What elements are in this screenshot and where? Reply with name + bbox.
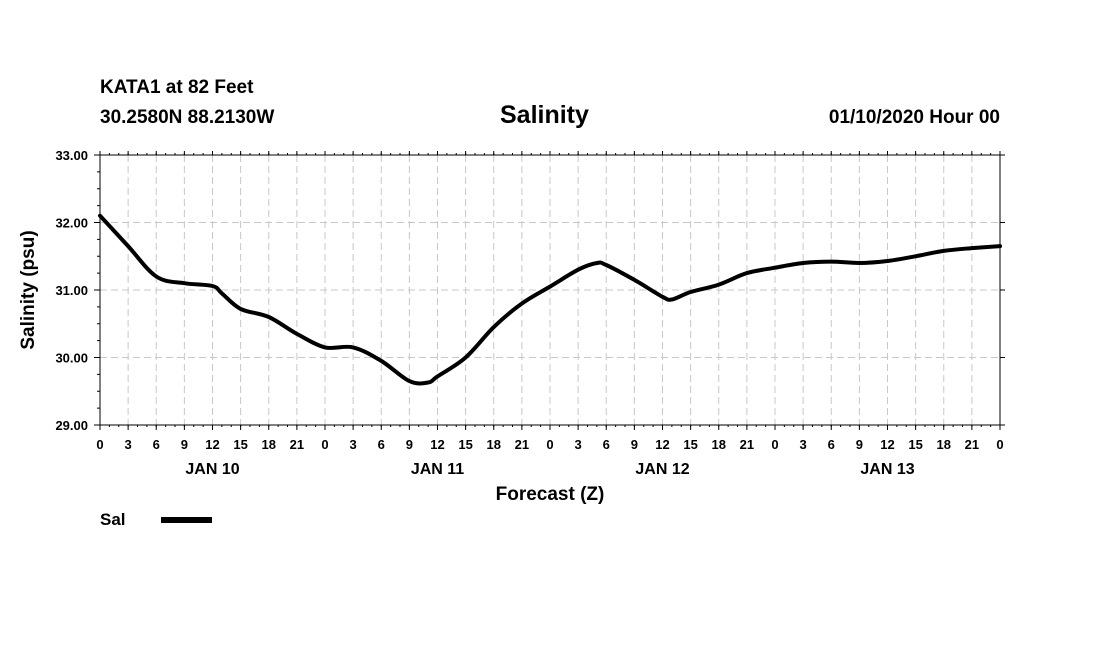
axis-ticks — [94, 151, 1005, 430]
grid-lines — [100, 155, 1000, 425]
chart-title: Salinity — [500, 101, 589, 129]
x-tick-label: 18 — [937, 437, 951, 452]
y-tick-label: 31.00 — [55, 283, 88, 298]
x-tick-label: 15 — [458, 437, 472, 452]
x-tick-label: 15 — [683, 437, 697, 452]
x-tick-label: 9 — [406, 437, 413, 452]
x-tick-label: 0 — [96, 437, 103, 452]
x-tick-label: 3 — [800, 437, 807, 452]
x-tick-label: 6 — [378, 437, 385, 452]
y-tick-label: 32.00 — [55, 216, 88, 231]
y-tick-labels: 29.00 30.00 31.00 32.00 33.00 — [55, 148, 88, 433]
forecast-timestamp: 01/10/2020 Hour 00 — [828, 107, 1000, 128]
x-tick-label: 6 — [828, 437, 835, 452]
x-tick-label: 21 — [290, 437, 304, 452]
x-tick-label: 9 — [856, 437, 863, 452]
x-tick-label: 3 — [350, 437, 357, 452]
x-tick-label: 0 — [546, 437, 553, 452]
day-labels: JAN 10 JAN 11 JAN 12 JAN 13 — [185, 461, 914, 478]
y-tick-label: 30.00 — [55, 351, 88, 366]
day-label: JAN 11 — [411, 461, 464, 478]
station-coordinates: 30.2580N 88.2130W — [100, 107, 275, 128]
y-tick-label: 29.00 — [55, 418, 88, 433]
y-tick-label: 33.00 — [55, 148, 88, 163]
y-axis-label: Salinity (psu) — [18, 230, 39, 349]
x-axis-label: Forecast (Z) — [496, 484, 605, 505]
x-tick-label: 15 — [233, 437, 247, 452]
x-tick-label: 0 — [996, 437, 1003, 452]
x-tick-label: 12 — [205, 437, 219, 452]
x-tick-label: 15 — [908, 437, 922, 452]
x-tick-label: 6 — [153, 437, 160, 452]
x-tick-label: 0 — [321, 437, 328, 452]
x-tick-label: 12 — [430, 437, 444, 452]
x-tick-label: 18 — [262, 437, 276, 452]
station-name: KATA1 at 82 Feet — [100, 77, 254, 98]
x-tick-label: 12 — [655, 437, 669, 452]
x-tick-label: 9 — [631, 437, 638, 452]
x-tick-label: 0 — [771, 437, 778, 452]
x-tick-label: 3 — [125, 437, 132, 452]
day-label: JAN 10 — [185, 461, 239, 478]
x-tick-label: 21 — [965, 437, 979, 452]
x-tick-label: 18 — [712, 437, 726, 452]
x-tick-label: 18 — [487, 437, 501, 452]
x-tick-label: 21 — [740, 437, 754, 452]
x-tick-label: 6 — [603, 437, 610, 452]
day-label: JAN 12 — [635, 461, 689, 478]
x-tick-label: 3 — [575, 437, 582, 452]
legend-swatch-sal — [161, 517, 212, 523]
series-line-sal — [98, 213, 1002, 386]
x-tick-labels: 0 3 6 9 12 15 18 21 0 3 6 9 12 15 18 21 0 3 6 9 12 15 18 21 0 3 6 9… — [96, 437, 1003, 452]
day-label: JAN 13 — [860, 461, 914, 478]
x-tick-label: 9 — [181, 437, 188, 452]
legend-label-sal: Sal — [100, 510, 126, 529]
x-tick-label: 21 — [515, 437, 529, 452]
x-tick-label: 12 — [880, 437, 894, 452]
